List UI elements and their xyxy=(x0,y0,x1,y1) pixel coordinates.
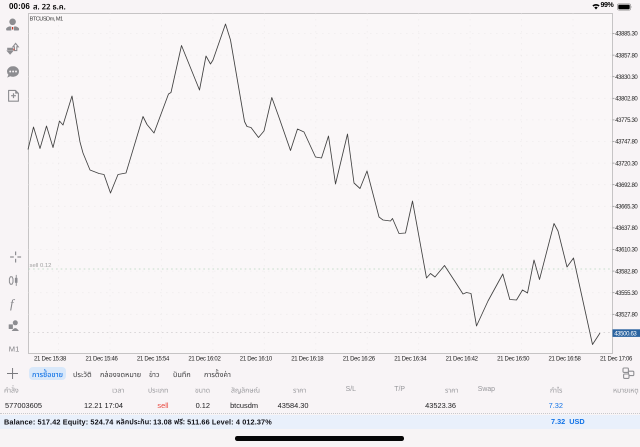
svg-text:21 Dec 15:38: 21 Dec 15:38 xyxy=(34,357,67,363)
svg-text:BTCUSDm, M1: BTCUSDm, M1 xyxy=(30,17,64,23)
svg-text:21 Dec 16:50: 21 Dec 16:50 xyxy=(497,357,530,363)
svg-text:43720.30: 43720.30 xyxy=(615,161,638,167)
svg-text:43802.80: 43802.80 xyxy=(615,97,638,103)
svg-text:43527.80: 43527.80 xyxy=(615,313,638,319)
svg-text:43747.80: 43747.80 xyxy=(615,140,638,146)
svg-text:21 Dec 17:06: 21 Dec 17:06 xyxy=(600,357,633,363)
svg-text:43692.80: 43692.80 xyxy=(615,183,638,189)
svg-text:43665.30: 43665.30 xyxy=(615,205,638,211)
svg-text:21 Dec 15:54: 21 Dec 15:54 xyxy=(137,357,170,363)
svg-text:43830.30: 43830.30 xyxy=(615,75,638,81)
svg-text:sell 0.12: sell 0.12 xyxy=(30,263,52,269)
svg-text:21 Dec 16:34: 21 Dec 16:34 xyxy=(394,357,427,363)
svg-text:21 Dec 16:26: 21 Dec 16:26 xyxy=(343,357,376,363)
svg-text:21 Dec 15:46: 21 Dec 15:46 xyxy=(86,357,119,363)
svg-text:43775.30: 43775.30 xyxy=(615,118,638,124)
svg-text:21 Dec 16:02: 21 Dec 16:02 xyxy=(188,357,221,363)
svg-text:43582.80: 43582.80 xyxy=(615,269,638,275)
svg-text:43885.30: 43885.30 xyxy=(615,32,638,38)
svg-text:21 Dec 16:42: 21 Dec 16:42 xyxy=(446,357,479,363)
svg-text:21 Dec 16:18: 21 Dec 16:18 xyxy=(291,357,324,363)
svg-text:43610.30: 43610.30 xyxy=(615,248,638,254)
svg-text:M1: M1 xyxy=(9,345,20,354)
svg-text:43637.80: 43637.80 xyxy=(615,226,638,232)
svg-text:43500.63: 43500.63 xyxy=(614,331,637,337)
svg-text:43857.80: 43857.80 xyxy=(615,53,638,59)
svg-text:21 Dec 16:58: 21 Dec 16:58 xyxy=(549,357,582,363)
svg-text:43555.30: 43555.30 xyxy=(615,291,638,297)
svg-text:f: f xyxy=(10,296,16,311)
svg-text:21 Dec 16:10: 21 Dec 16:10 xyxy=(240,357,273,363)
